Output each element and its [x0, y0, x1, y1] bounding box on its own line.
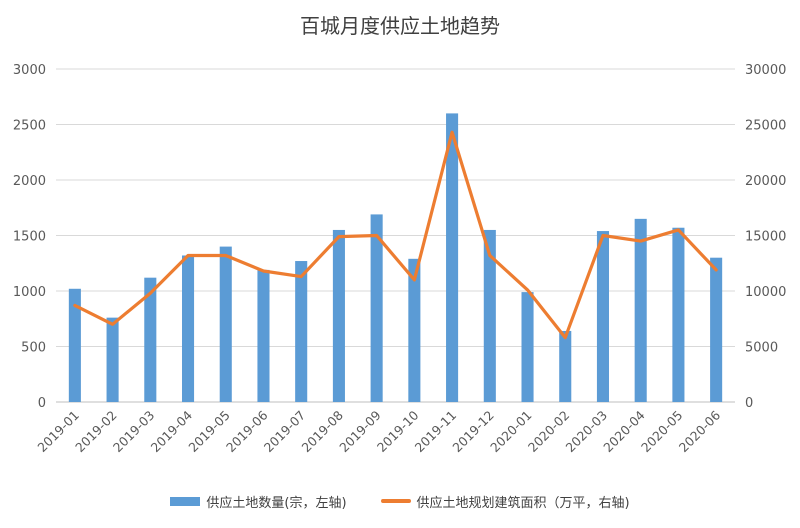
bar — [559, 330, 572, 402]
bar — [672, 227, 685, 402]
y-right-tick-label: 15000 — [745, 230, 786, 245]
y-left-tick-label: 1000 — [13, 285, 46, 300]
y-left-tick-label: 2500 — [13, 119, 46, 134]
bar — [483, 229, 496, 402]
bar — [181, 255, 195, 402]
legend-swatch-bar — [170, 496, 201, 506]
y-right-tick-label: 30000 — [745, 63, 786, 78]
bar — [295, 261, 308, 402]
bar — [408, 258, 421, 402]
bar — [634, 218, 647, 402]
bar — [219, 246, 232, 402]
x-tick-label: 2020-06 — [676, 407, 724, 455]
legend-swatch-line — [380, 499, 411, 503]
y-left-tick-label: 0 — [38, 396, 46, 411]
bar — [68, 288, 81, 402]
bar — [370, 214, 383, 402]
legend: 供应土地数量(宗，左轴) 供应土地规划建筑面积（万平，右轴) — [0, 491, 800, 511]
bar — [332, 229, 345, 402]
legend-item-line[interactable]: 供应土地规划建筑面积（万平，右轴) — [380, 492, 630, 511]
bar — [106, 317, 119, 402]
y-right-tick-label: 25000 — [745, 119, 786, 134]
y-left-tick-label: 1500 — [13, 230, 46, 245]
bar — [596, 231, 610, 402]
legend-item-bars[interactable]: 供应土地数量(宗，左轴) — [170, 492, 347, 511]
y-left-tick-label: 3000 — [13, 63, 46, 78]
y-left-tick-label: 500 — [21, 341, 46, 356]
bar — [710, 257, 723, 402]
y-left-tick-label: 2000 — [13, 174, 46, 189]
y-right-tick-label: 10000 — [745, 285, 786, 300]
chart-plot: 0 0 500 5000 1000 10000 1500 15000 2000 20000 2500… — [13, 63, 786, 455]
y-right-tick-label: 0 — [745, 396, 753, 411]
bar — [257, 269, 270, 402]
bar — [521, 292, 534, 402]
y-right-tick-label: 20000 — [745, 174, 786, 189]
bar — [144, 277, 157, 402]
chart-title: 百城月度供应土地趋势 — [300, 14, 500, 38]
bar — [446, 113, 459, 403]
line-series — [73, 130, 718, 340]
legend-label-line: 供应土地规划建筑面积（万平，右轴) — [416, 495, 630, 511]
y-right-tick-label: 5000 — [745, 341, 778, 356]
legend-label-bars: 供应土地数量(宗，左轴) — [206, 495, 347, 511]
